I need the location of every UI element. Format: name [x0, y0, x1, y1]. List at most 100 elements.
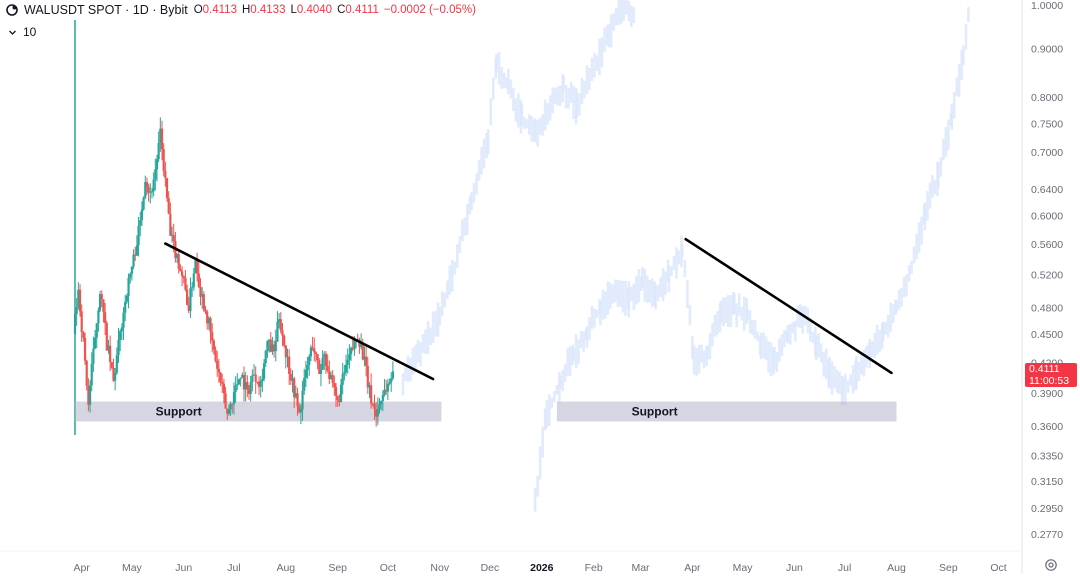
ghost-bar	[686, 279, 689, 309]
candle-body	[313, 348, 316, 353]
ghost-bar	[764, 336, 768, 361]
ghost-bar	[497, 52, 501, 85]
chevron-down-icon[interactable]	[8, 28, 17, 37]
candle-body	[98, 294, 102, 311]
candle-body	[360, 343, 363, 347]
indicator-row[interactable]: 10	[8, 25, 36, 39]
candle-body	[207, 318, 210, 324]
ghost-bar	[522, 116, 526, 129]
candle-body	[274, 341, 277, 352]
candle-body	[370, 385, 373, 404]
price-tick-label: 0.5200	[1031, 269, 1063, 281]
candle-body	[87, 385, 90, 405]
candle-body	[341, 373, 344, 385]
candle-body	[137, 225, 140, 246]
candle-body	[112, 367, 115, 381]
ghost-bar	[735, 303, 739, 328]
time-tick-label: Aug	[887, 562, 906, 574]
ghost-bar	[727, 294, 730, 328]
candle-body	[358, 340, 361, 347]
ghost-bar	[431, 311, 435, 343]
ghost-bar	[550, 397, 554, 409]
candle-body	[97, 310, 100, 324]
ghost-bar	[791, 322, 795, 333]
ghost-bar	[950, 103, 954, 130]
candle-body	[110, 362, 113, 368]
candle-body	[180, 271, 184, 277]
ghost-bar	[841, 377, 845, 405]
time-tick-label: Mar	[631, 562, 650, 574]
ghost-bar	[759, 332, 763, 360]
ghost-bar	[603, 27, 606, 52]
ghost-bar	[509, 79, 513, 99]
ghost-bar	[541, 113, 544, 136]
ghost-bar	[661, 268, 665, 302]
candle-body	[308, 356, 311, 365]
candle-body	[383, 389, 386, 396]
candle-body	[102, 299, 105, 313]
candle-body	[227, 409, 231, 414]
candle-body	[219, 372, 222, 382]
ghost-bar	[695, 348, 698, 377]
time-tick-label: 2026	[530, 562, 554, 574]
ghost-bar	[926, 191, 929, 221]
candle-body	[114, 372, 117, 381]
ghost-bar	[434, 310, 437, 337]
candle-body	[391, 371, 394, 379]
ghost-bar	[670, 265, 673, 277]
candle-body	[262, 363, 266, 379]
ghost-bar	[621, 280, 625, 313]
price-tick-label: 0.3350	[1031, 451, 1063, 463]
ghost-bar	[505, 76, 508, 89]
ghost-bar	[875, 324, 879, 355]
ghost-bar	[579, 330, 583, 349]
ghost-bar	[600, 37, 604, 68]
symbol-title[interactable]: WALUSDT SPOT · 1D · Bybit	[24, 3, 188, 17]
ghost-bar	[630, 286, 633, 302]
candle-body	[368, 385, 371, 388]
ghost-bar	[920, 216, 923, 245]
candle-body	[204, 309, 207, 312]
candle-body	[135, 245, 139, 256]
ghost-bar	[645, 275, 649, 304]
settings-gear-icon[interactable]	[1044, 558, 1058, 572]
candle-body	[388, 382, 391, 385]
ghost-bar	[767, 341, 770, 373]
ghost-bar	[711, 323, 714, 347]
ghost-bar	[928, 182, 932, 209]
ghost-bar	[619, 0, 623, 24]
ghost-bar	[572, 85, 575, 120]
ghost-bar	[722, 297, 725, 326]
candle-body	[288, 356, 291, 374]
ghost-bar	[740, 307, 744, 321]
ghost-bar	[719, 300, 723, 322]
ghost-bar	[406, 355, 410, 382]
ghost-bar	[753, 320, 757, 339]
candle-body	[217, 368, 220, 373]
ghost-bar	[868, 338, 872, 369]
ghost-bar	[604, 291, 607, 319]
ghost-bar	[627, 281, 631, 318]
candle-body	[164, 170, 167, 179]
candle-body	[366, 365, 369, 388]
candle-body	[231, 403, 234, 405]
candle-body	[192, 273, 195, 288]
ghost-bar	[538, 446, 542, 480]
ghost-bar	[931, 174, 934, 198]
open-key: O	[193, 4, 203, 16]
candle-body	[187, 304, 190, 311]
candle-body	[334, 387, 338, 396]
candle-body	[157, 142, 160, 160]
ghost-bar	[567, 88, 570, 109]
candle-body	[284, 345, 287, 357]
candle-body	[259, 380, 262, 387]
ghost-bar	[577, 339, 580, 364]
candle-body	[139, 220, 142, 226]
candle-body	[129, 273, 132, 278]
candle-body	[177, 254, 180, 270]
ghost-bar	[732, 293, 736, 314]
candle-body	[117, 340, 120, 356]
ghost-bar	[962, 45, 965, 66]
